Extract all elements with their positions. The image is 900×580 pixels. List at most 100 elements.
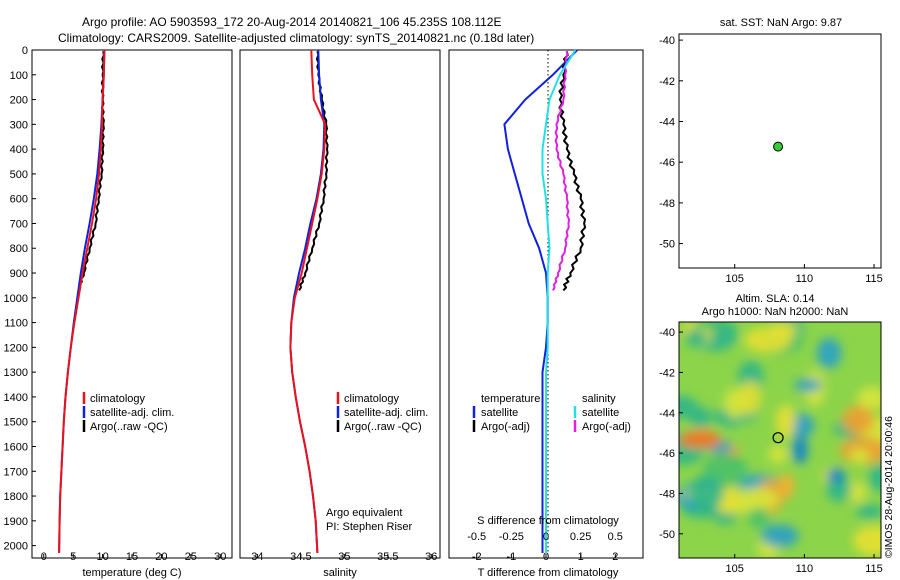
sst-map-x-tick-label: 110 <box>796 273 814 285</box>
sst-map-y-tick-label: -50 <box>659 239 675 251</box>
sla-texture-blob <box>679 432 722 448</box>
salinity-line-climatology <box>289 49 327 554</box>
salinity-x-axis: 34 34.5 35 35.5 36 <box>251 551 437 563</box>
depth-axis: 0 100 200 300 400 500 600 700 800 900 1000 1100 1200… <box>4 45 36 553</box>
sla-texture-blob <box>852 525 881 556</box>
depth-tick-label: 300 <box>10 119 28 131</box>
depth-tick-label: 1700 <box>4 466 28 478</box>
legend-label-s-satellite: satellite <box>582 407 619 419</box>
s-difference-tick-labels: -0.5 -0.25 0 0.25 0.5 <box>467 531 623 543</box>
sla-texture-blob <box>684 328 707 348</box>
sst-map-y-tick-label: -46 <box>659 157 675 169</box>
sla-texture-blob <box>856 386 881 411</box>
sla-map-panel: Altim. SLA: 0.14 Argo h1000: NaN h2000: … <box>659 293 883 575</box>
sla-map-title: Altim. SLA: 0.14 <box>736 293 815 305</box>
legend-label-argo: Argo(..raw -QC) <box>344 421 422 433</box>
sla-map-y-tick-label: -42 <box>659 367 675 379</box>
legend-label-satellite: satellite-adj. clim. <box>90 407 174 419</box>
sla-map-frame <box>678 321 882 559</box>
depth-tick-label: 200 <box>10 95 28 107</box>
sst-map-y-tick-label: -44 <box>659 116 675 128</box>
sst-map-x-tick-label: 115 <box>865 273 883 285</box>
sla-texture-blob <box>794 378 822 393</box>
temperature-line-climatology <box>58 49 106 554</box>
sla-texture-blob <box>688 406 712 429</box>
sla-map-x-tick-label: 115 <box>865 563 883 575</box>
salinity-x-tick-label: 35 <box>338 551 350 563</box>
difference-line-t-argo <box>558 50 587 292</box>
s-difference-tick-label: 0 <box>543 531 549 543</box>
sla-texture-blob <box>816 337 842 369</box>
sla-texture-blob <box>841 405 874 435</box>
sst-map-y-tick-label: -48 <box>659 198 675 210</box>
salinity-x-tick-label: 34.5 <box>290 551 311 563</box>
difference-panel: -2 -1 0 1 2 S difference from climatology -0… <box>448 49 644 579</box>
sla-heatmap <box>679 322 881 558</box>
sla-texture-blob <box>737 487 779 512</box>
figure-title-line1: Argo profile: AO 5903593_172 20-Aug-2014… <box>82 15 501 29</box>
imos-timestamp: ©IMOS 28-Aug-2014 20:00:46 <box>883 416 895 558</box>
difference-line-s-satellite <box>541 49 577 553</box>
sla-map-x-tick-label: 105 <box>726 563 744 575</box>
sla-map-subtitle: Argo h1000: NaN h2000: NaN <box>702 306 849 318</box>
sst-map-title: sat. SST: NaN Argo: 9.87 <box>720 17 842 29</box>
depth-tick-label: 1600 <box>4 441 28 453</box>
sla-map-y-tick-label: -48 <box>659 488 675 500</box>
sla-texture-blob <box>792 436 808 464</box>
sla-map-x-tick-label: 110 <box>796 563 814 575</box>
depth-tick-label: 100 <box>10 70 28 82</box>
sst-map-axes: 105 110 115 -40 -42 -44 -46 -48 -50 <box>659 35 883 285</box>
temperature-plot-frame <box>31 49 233 559</box>
legend-label-t-satellite: satellite <box>481 407 518 419</box>
legend-label-t-argo: Argo(-adj) <box>481 421 530 433</box>
sla-map-y-tick-label: -50 <box>659 529 675 541</box>
sla-texture-blob <box>868 463 881 492</box>
legend-title-salinity: salinity <box>582 393 616 405</box>
salinity-line-satellite <box>289 49 326 554</box>
sla-map-y-tick-label: -40 <box>659 327 675 339</box>
temperature-line-argo <box>77 51 105 291</box>
salinity-x-label: salinity <box>323 567 357 579</box>
sla-texture-blob <box>778 474 794 498</box>
pi-name-note: PI: Stephen Riser <box>326 521 413 533</box>
depth-tick-label: 1800 <box>4 491 28 503</box>
sst-map-panel: sat. SST: NaN Argo: 9.87 105 110 115 -40 -42… <box>659 17 883 285</box>
depth-tick-label: 1100 <box>4 318 28 330</box>
salinity-panel: 34 34.5 35 35.5 36 salinity climatology sate… <box>239 49 441 579</box>
difference-line-t-satellite <box>503 49 578 553</box>
legend-label-climatology: climatology <box>90 393 146 405</box>
difference-x-tick-label: 2 <box>612 551 618 563</box>
sla-texture-blob <box>768 445 788 464</box>
argo-float-marker-open <box>772 432 784 444</box>
difference-x-tick-label: 0 <box>543 551 549 563</box>
depth-tick-label: 900 <box>10 268 28 280</box>
sla-texture-blob <box>760 524 799 548</box>
sla-texture-blob <box>768 322 798 339</box>
argo-equivalent-note: Argo equivalent <box>326 507 402 519</box>
sla-texture-blob <box>775 404 796 439</box>
temperature-series <box>58 49 106 554</box>
temperature-x-tick-label: 10 <box>96 551 108 563</box>
difference-line-s-argo <box>552 51 570 291</box>
difference-x-tick-label: 1 <box>578 551 584 563</box>
temperature-x-tick-label: 5 <box>70 551 76 563</box>
sla-texture-blob <box>827 468 845 484</box>
sst-map-x-tick-label: 105 <box>726 273 744 285</box>
difference-x-tick-label: -2 <box>472 551 482 563</box>
salinity-x-tick-label: 35.5 <box>377 551 398 563</box>
sla-map-axes: 105 110 115 -40 -42 -44 -46 -48 -50 <box>659 327 883 575</box>
figure-title-line2: Climatology: CARS2009. Satellite-adjuste… <box>58 31 534 45</box>
depth-tick-label: 700 <box>10 218 28 230</box>
depth-tick-label: 500 <box>10 169 28 181</box>
depth-tick-label: 1500 <box>4 417 28 429</box>
sla-texture-blob <box>848 481 867 503</box>
temperature-x-tick-label: 30 <box>214 551 226 563</box>
depth-tick-label: 400 <box>10 144 28 156</box>
temperature-panel: 0100200300400500600700800900100011001200… <box>4 45 233 579</box>
legend-title-temperature: temperature <box>481 393 540 405</box>
s-difference-tick-label: -0.25 <box>499 531 524 543</box>
difference-series <box>503 49 587 553</box>
sla-texture-blob <box>855 504 881 519</box>
s-difference-label: S difference from climatology <box>477 515 619 527</box>
legend-label-climatology: climatology <box>344 393 400 405</box>
